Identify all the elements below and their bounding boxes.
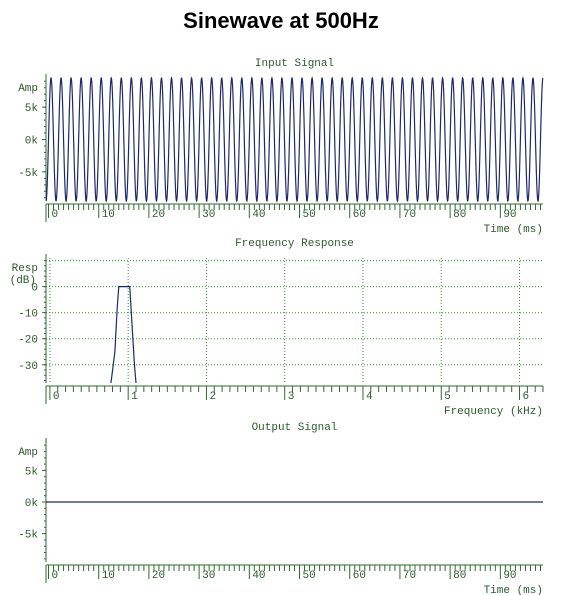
series-line-1 (45, 76, 544, 203)
y-tick-label: 5k (25, 103, 39, 115)
y-tick-label: 0k (25, 498, 39, 510)
x-tick-label: 20 (152, 209, 165, 221)
x-tick-label: 70 (403, 209, 416, 221)
y-axis-label-line: (dB) (10, 275, 36, 287)
y-tick-label: 5k (25, 466, 39, 478)
chart-1: Input Signal 0 10 20 30 40 50 60 70 80 90 Time (ms)… (18, 58, 544, 236)
x-axis-label: Frequency (kHz) (444, 406, 543, 418)
x-tick-label: 60 (353, 209, 366, 221)
y-tick-label: -5k (18, 168, 38, 180)
y-tick-label: 0k (25, 136, 39, 148)
x-tick-label: 3 (288, 391, 295, 403)
x-tick-label: 1 (131, 391, 138, 403)
x-tick-label: 50 (303, 209, 316, 221)
x-tick-label: 80 (453, 570, 466, 582)
x-tick-label: 80 (453, 209, 466, 221)
x-tick-label: 10 (102, 209, 115, 221)
x-tick-label: 6 (523, 391, 530, 403)
x-tick-label: 70 (403, 570, 416, 582)
x-tick-label: 30 (202, 570, 215, 582)
x-tick-label: 30 (202, 209, 215, 221)
y-axis-label: Resp (dB) (10, 263, 38, 287)
y-tick-label: -10 (18, 309, 38, 321)
x-tick-label: 20 (152, 570, 165, 582)
x-tick-label: 2 (209, 391, 216, 403)
chart-title: Frequency Response (235, 238, 354, 250)
page-title: Sinewave at 500Hz (183, 8, 379, 33)
x-tick-label: 90 (503, 209, 516, 221)
x-tick-label: 0 (53, 391, 60, 403)
x-axis-label: Time (ms) (484, 224, 543, 236)
y-tick-label: -20 (18, 335, 38, 347)
chart-title: Input Signal (255, 58, 334, 70)
chart-title: Output Signal (252, 422, 338, 434)
x-tick-label: 0 (52, 570, 59, 582)
y-tick-label: -30 (18, 361, 38, 373)
x-axis-label: Time (ms) (484, 585, 543, 595)
y-axis-label-line: Resp (12, 263, 38, 275)
x-tick-label: 4 (366, 391, 373, 403)
y-tick-label: -5k (18, 530, 38, 542)
x-tick-label: 10 (102, 570, 115, 582)
x-tick-label: 40 (252, 570, 265, 582)
y-axis-label: Amp (18, 83, 38, 95)
chart-2: Frequency Response 0 1 2 3 4 5 6 Frequency (kHz)… (10, 238, 544, 418)
x-tick-label: 90 (503, 570, 516, 582)
x-tick-label: 0 (52, 209, 59, 221)
series-line-1 (110, 286, 137, 384)
y-axis-label: Amp (18, 447, 38, 459)
x-tick-label: 60 (353, 570, 366, 582)
chart-3: Output Signal 0 10 20 30 40 50 60 70 80 90 Time (ms… (18, 422, 543, 595)
x-tick-label: 40 (252, 209, 265, 221)
x-tick-label: 50 (303, 570, 316, 582)
y-tick-label: 0 (31, 283, 38, 295)
x-tick-label: 5 (444, 391, 451, 403)
